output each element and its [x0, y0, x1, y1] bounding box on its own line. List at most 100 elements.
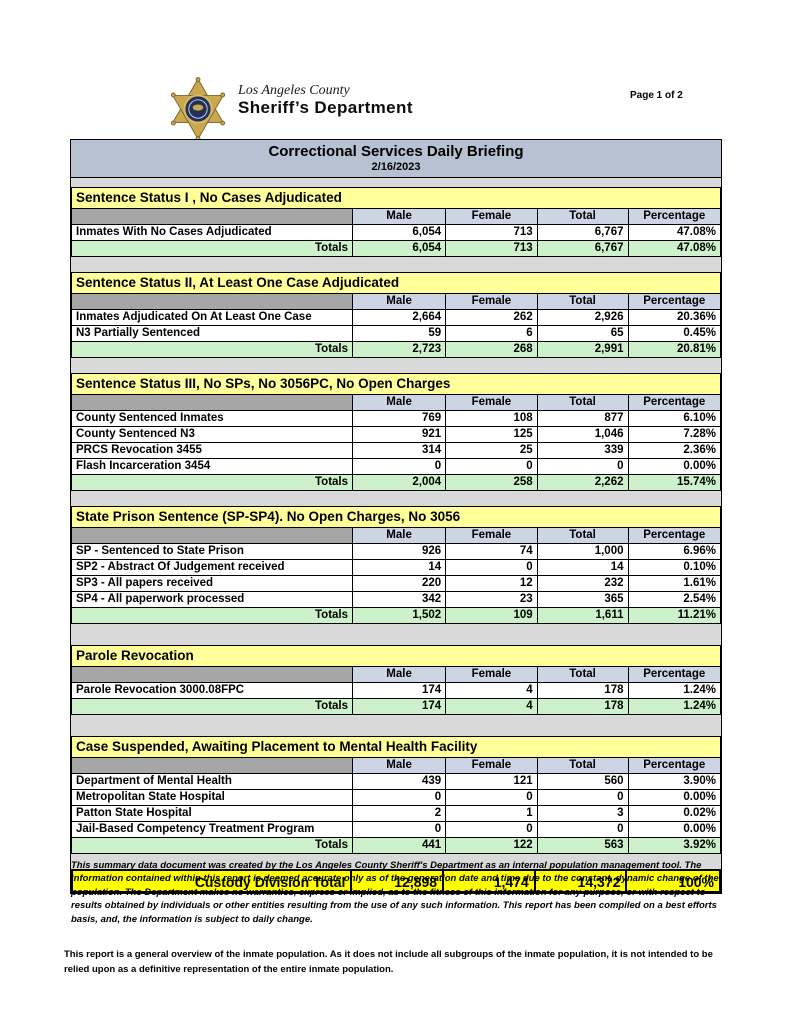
column-header-male: Male	[352, 757, 447, 774]
row-value: 439	[352, 773, 447, 790]
totals-row: Totals 2,723 268 2,991 20.81%	[70, 341, 721, 358]
column-header-female: Female	[445, 394, 538, 411]
report-section: Sentence Status III, No SPs, No 3056PC, …	[70, 373, 721, 491]
custody-total-label: Custody Division Total	[73, 871, 353, 891]
row-value: 713	[445, 224, 538, 241]
data-row: Jail-Based Competency Treatment Program 0…	[70, 821, 721, 838]
report-title-bar: Correctional Services Daily Briefing 2/1…	[71, 140, 721, 178]
row-value: 365	[536, 591, 629, 608]
row-value: 0	[536, 821, 629, 838]
totals-label: Totals	[70, 341, 354, 358]
section-title: Case Suspended, Awaiting Placement to Me…	[71, 736, 721, 757]
row-value: 0	[352, 789, 447, 806]
row-value: 0.10%	[627, 559, 721, 576]
disclaimer-text: This summary data document was created b…	[71, 860, 719, 925]
totals-label: Totals	[70, 837, 354, 854]
column-header-total: Total	[536, 394, 629, 411]
data-row: Parole Revocation 3000.08FPC 174 4 178 1.24%	[70, 682, 721, 699]
row-value: 1,046	[536, 426, 629, 443]
row-value: 12	[445, 575, 538, 592]
column-header-percentage: Percentage	[627, 757, 721, 774]
section-table: Male Female Total Percentage SP - Senten…	[70, 527, 721, 624]
totals-total: 1,611	[536, 607, 629, 624]
column-header-female: Female	[445, 527, 538, 544]
report-section: Parole Revocation Male Female Total Perc…	[70, 645, 721, 715]
column-header-total: Total	[536, 527, 629, 544]
corner-cell	[70, 757, 354, 774]
column-header-percentage: Percentage	[627, 527, 721, 544]
column-header-male: Male	[352, 293, 447, 310]
column-header-total: Total	[536, 208, 629, 225]
section-title: Sentence Status I , No Cases Adjudicated	[71, 187, 721, 208]
row-value: 339	[536, 442, 629, 459]
custody-total-female: 1,474	[444, 871, 536, 891]
row-value: 342	[352, 591, 447, 608]
row-value: 1,000	[536, 543, 629, 560]
row-value: 25	[445, 442, 538, 459]
data-row: SP - Sentenced to State Prison 926 74 1,000…	[70, 543, 721, 560]
row-value: 0	[536, 458, 629, 475]
row-label: N3 Partially Sentenced	[70, 325, 354, 342]
row-value: 0.00%	[627, 789, 721, 806]
column-header-male: Male	[352, 527, 447, 544]
row-value: 3.90%	[627, 773, 721, 790]
row-value: 14	[352, 559, 447, 576]
row-value: 262	[445, 309, 538, 326]
row-value: 65	[536, 325, 629, 342]
row-value: 74	[445, 543, 538, 560]
row-value: 314	[352, 442, 447, 459]
report-date: 2/16/2023	[371, 161, 421, 173]
data-row: County Sentenced Inmates 769 108 877 6.10%	[70, 410, 721, 427]
column-header-percentage: Percentage	[627, 208, 721, 225]
report-section: Case Suspended, Awaiting Placement to Me…	[70, 736, 721, 854]
row-value: 0	[445, 559, 538, 576]
custody-total-total: 14,372	[536, 871, 628, 891]
row-value: 232	[536, 575, 629, 592]
row-value: 0	[352, 821, 447, 838]
report-body: Correctional Services Daily Briefing 2/1…	[70, 139, 722, 894]
totals-female: 713	[445, 240, 538, 257]
section-table: Male Female Total Percentage Inmates Wit…	[70, 208, 721, 257]
lasd-logo: Los Angeles County Sheriff’s Department	[167, 76, 413, 142]
row-value: 121	[445, 773, 538, 790]
row-value: 0.00%	[627, 821, 721, 838]
row-label: SP4 - All paperwork processed	[70, 591, 354, 608]
letterhead: Los Angeles County Sheriff’s Department …	[0, 76, 791, 141]
row-value: 1	[445, 805, 538, 822]
column-header-row: Male Female Total Percentage	[70, 757, 721, 774]
row-value: 921	[352, 426, 447, 443]
custody-total-percentage: 100%	[678, 874, 715, 890]
totals-female: 109	[445, 607, 538, 624]
row-value: 6.96%	[627, 543, 721, 560]
totals-percentage: 3.92%	[627, 837, 721, 854]
totals-label: Totals	[70, 698, 354, 715]
logo-text: Los Angeles County Sheriff’s Department	[238, 76, 413, 117]
totals-label: Totals	[70, 240, 354, 257]
totals-percentage: 1.24%	[627, 698, 721, 715]
row-value: 0.02%	[627, 805, 721, 822]
totals-percentage: 11.21%	[627, 607, 721, 624]
totals-row: Totals 6,054 713 6,767 47.08%	[70, 240, 721, 257]
data-row: SP4 - All paperwork processed 342 23 365 2.5…	[70, 591, 721, 608]
totals-row: Totals 1,502 109 1,611 11.21%	[70, 607, 721, 624]
row-value: 0	[445, 458, 538, 475]
row-label: County Sentenced N3	[70, 426, 354, 443]
row-value: 769	[352, 410, 447, 427]
totals-total: 563	[536, 837, 629, 854]
column-header-female: Female	[445, 208, 538, 225]
logo-department-text: Sheriff’s Department	[238, 98, 413, 117]
data-row: Patton State Hospital 2 1 3 0.02%	[70, 805, 721, 822]
column-header-female: Female	[445, 757, 538, 774]
row-value: 2.54%	[627, 591, 721, 608]
row-value: 1.61%	[627, 575, 721, 592]
row-label: County Sentenced Inmates	[70, 410, 354, 427]
column-header-row: Male Female Total Percentage	[70, 394, 721, 411]
totals-female: 122	[445, 837, 538, 854]
section-title: Sentence Status III, No SPs, No 3056PC, …	[71, 373, 721, 394]
totals-total: 6,767	[536, 240, 629, 257]
row-value: 877	[536, 410, 629, 427]
data-row: N3 Partially Sentenced 59 6 65 0.45%	[70, 325, 721, 342]
column-header-female: Female	[445, 666, 538, 683]
column-header-total: Total	[536, 666, 629, 683]
